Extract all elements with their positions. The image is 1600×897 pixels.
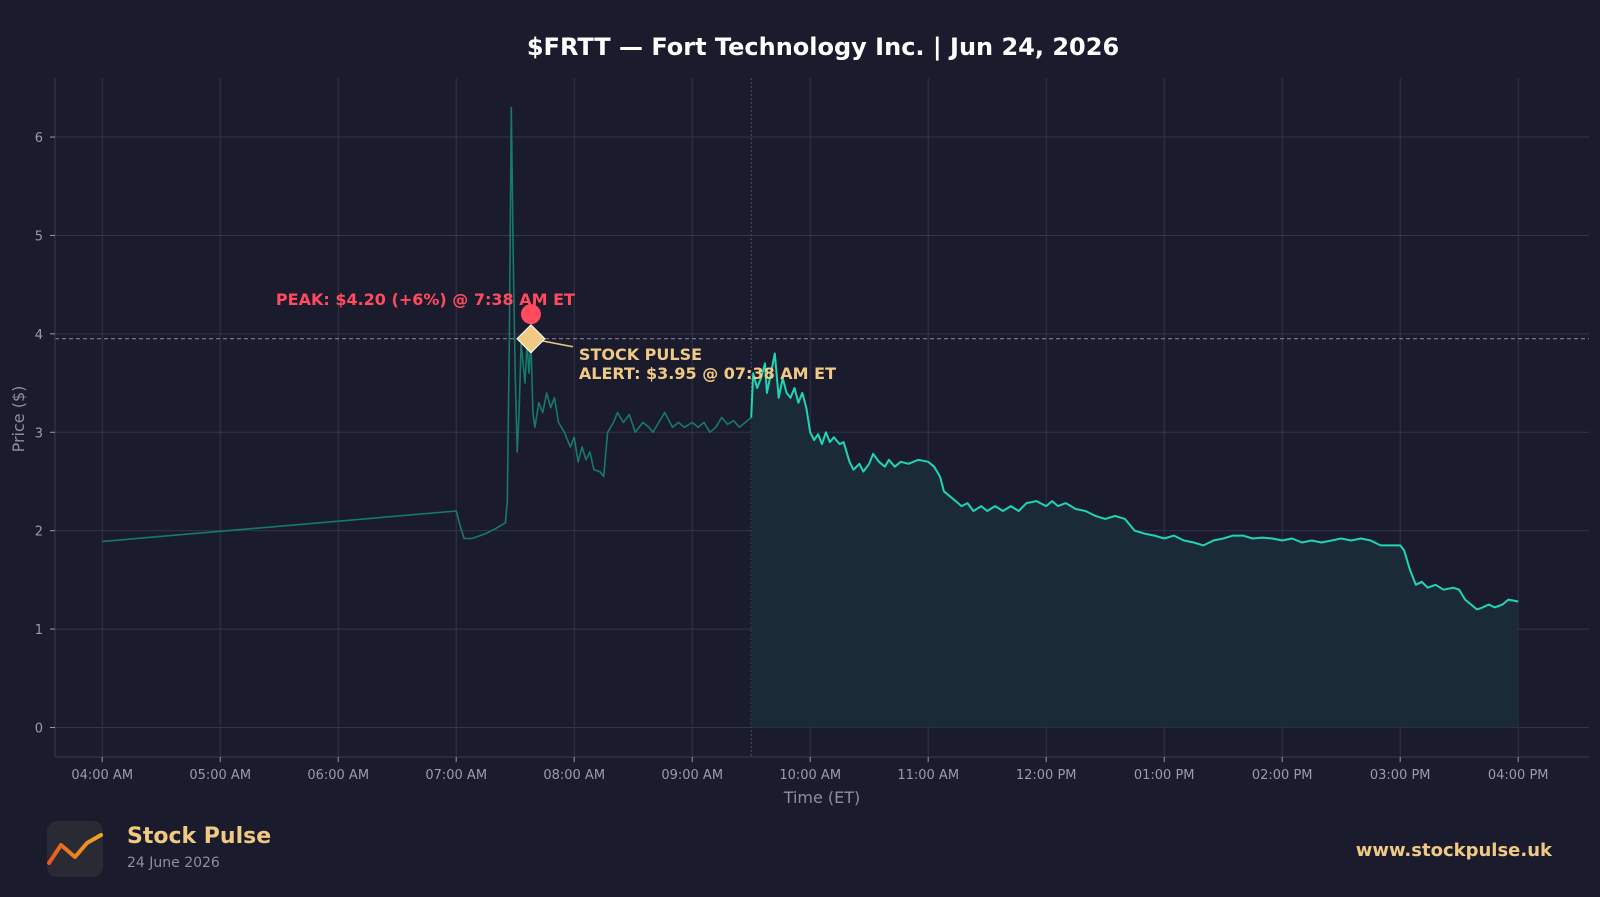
y-tick-label: 5 (35, 229, 43, 244)
x-tick-label: 09:00 AM (661, 768, 723, 783)
alert-label-title: STOCK PULSE (579, 345, 702, 364)
series-lines (102, 106, 1519, 611)
y-tick-label: 1 (35, 623, 43, 638)
regular-session-area (751, 353, 1519, 728)
y-tick-label: 2 (35, 525, 43, 540)
alert-marker (516, 324, 546, 354)
peak-marker (520, 304, 541, 325)
x-tick-label: 11:00 AM (897, 768, 959, 783)
x-tick-label: 07:00 AM (425, 768, 487, 783)
x-tick-label: 08:00 AM (543, 768, 605, 783)
chart-title: $FRTT — Fort Technology Inc. | Jun 24, 2… (527, 33, 1119, 61)
x-tick-label: 02:00 PM (1252, 768, 1313, 783)
x-axis-label: Time (ET) (783, 788, 861, 807)
x-tick-label: 04:00 AM (71, 768, 133, 783)
alert-label-detail: ALERT: $3.95 @ 07:38 AM ET (579, 364, 836, 383)
y-axis-label: Price ($) (9, 386, 28, 453)
series-line-regular (750, 352, 1519, 611)
x-tick-label: 10:00 AM (779, 768, 841, 783)
x-tick-label: 06:00 AM (307, 768, 369, 783)
y-tick-label: 6 (35, 131, 43, 146)
x-tick-label: 01:00 PM (1134, 768, 1195, 783)
x-tick-label: 12:00 PM (1016, 768, 1077, 783)
x-tick-label: 03:00 PM (1370, 768, 1431, 783)
peak-label: PEAK: $4.20 (+6%) @ 7:38 AM ET (276, 290, 575, 309)
series-line-premarket (102, 106, 752, 543)
x-tick-label: 04:00 PM (1488, 768, 1549, 783)
y-tick-label: 3 (35, 426, 43, 441)
axes: 0 1 2 3 4 5 6 04:00 AM 05:00 AM 06:00 AM 07:00 AM 0… (35, 78, 1589, 783)
x-tick-label: 05:00 AM (189, 768, 251, 783)
y-tick-label: 0 (35, 721, 43, 736)
regular-session-fill (751, 353, 1519, 728)
annotations: PEAK: $4.20 (+6%) @ 7:38 AM ET STOCK PULS… (276, 290, 836, 383)
y-tick-label: 4 (35, 328, 43, 343)
